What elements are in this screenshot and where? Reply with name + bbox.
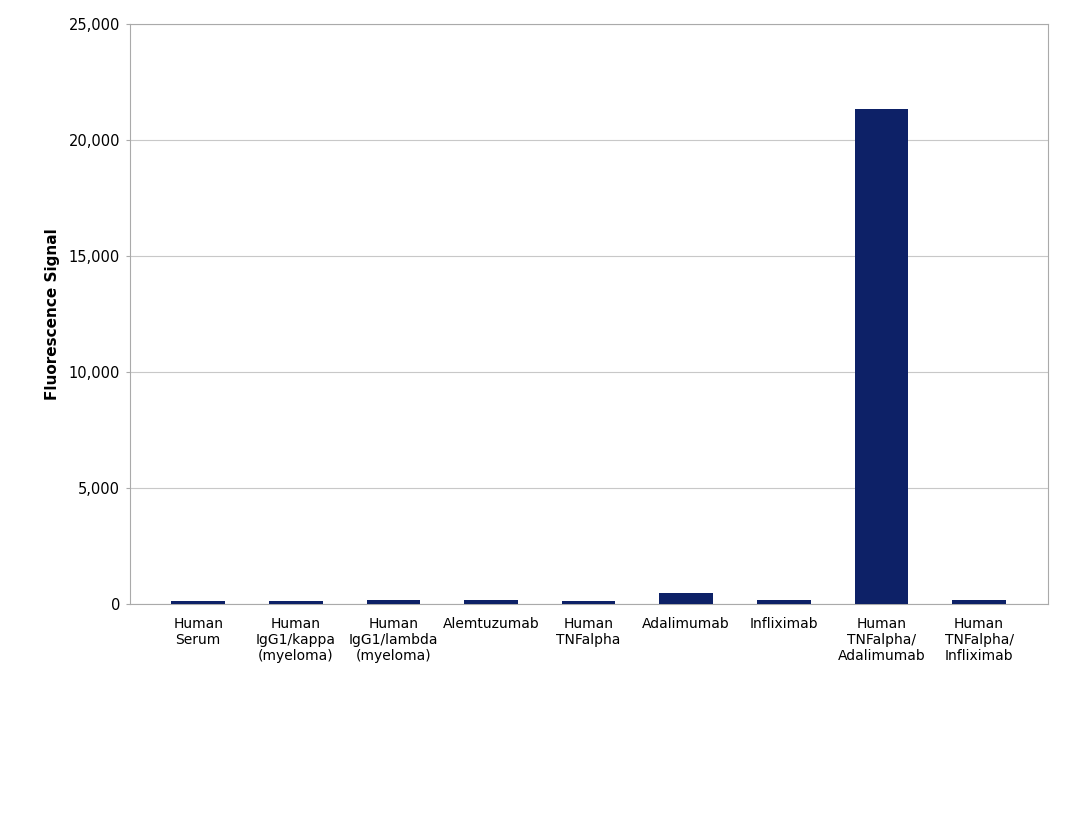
Bar — [464, 601, 517, 604]
Bar — [562, 601, 616, 604]
Bar — [953, 601, 1005, 604]
Bar — [269, 601, 323, 604]
Bar — [366, 600, 420, 604]
Bar — [757, 600, 811, 604]
Bar — [172, 601, 225, 604]
Bar — [854, 109, 908, 604]
Y-axis label: Fluorescence Signal: Fluorescence Signal — [45, 228, 60, 400]
Bar — [660, 593, 713, 604]
